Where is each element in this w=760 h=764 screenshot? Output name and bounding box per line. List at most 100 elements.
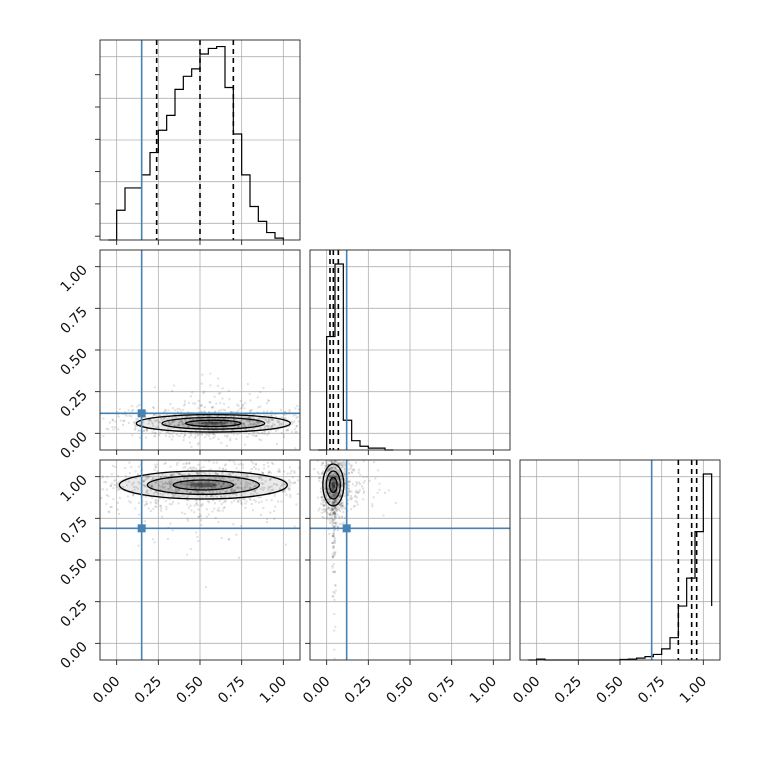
sample-point: [336, 451, 338, 453]
sample-point: [56, 479, 58, 481]
sample-point: [267, 427, 270, 430]
sample-point: [357, 491, 360, 494]
sample-point: [118, 496, 121, 499]
sample-point: [329, 514, 332, 517]
sample-point: [232, 479, 235, 482]
sample-point: [331, 482, 334, 485]
sample-point: [142, 480, 145, 483]
sample-point: [131, 483, 134, 486]
sample-point: [205, 494, 208, 497]
sample-point: [302, 417, 304, 419]
sample-point: [226, 435, 229, 438]
sample-point: [131, 434, 134, 437]
sample-point: [347, 494, 350, 497]
sample-point: [249, 399, 252, 402]
sample-point: [217, 377, 220, 380]
sample-point: [348, 490, 351, 493]
sample-point: [132, 492, 135, 495]
sample-point: [189, 548, 192, 551]
sample-point: [341, 498, 344, 501]
sample-point: [334, 584, 337, 587]
sample-point: [239, 428, 242, 431]
sample-point: [204, 480, 207, 483]
sample-point: [348, 462, 351, 465]
sample-point: [362, 487, 365, 490]
sample-point: [201, 424, 204, 427]
sample-point: [321, 470, 324, 473]
sample-point: [332, 532, 335, 535]
sample-point: [298, 408, 300, 411]
sample-point: [128, 461, 131, 464]
sample-point: [293, 471, 296, 474]
sample-point: [340, 491, 343, 494]
sample-point: [387, 489, 390, 492]
sample-point: [287, 488, 290, 491]
sample-point: [333, 460, 336, 463]
sample-point: [382, 514, 385, 517]
sample-point: [331, 541, 334, 544]
sample-point: [166, 431, 169, 434]
sample-point: [344, 479, 347, 482]
sample-point: [332, 595, 335, 598]
sample-point: [281, 423, 284, 426]
sample-point: [228, 473, 231, 476]
sample-point: [183, 482, 186, 485]
sample-point: [189, 491, 192, 494]
sample-point: [231, 488, 234, 491]
sample-point: [284, 411, 287, 414]
sample-point: [188, 436, 191, 439]
sample-point: [351, 468, 354, 471]
sample-point: [248, 415, 251, 418]
sample-point: [342, 492, 345, 495]
sample-point: [232, 410, 235, 413]
sample-point: [183, 434, 186, 437]
sample-point: [293, 420, 296, 423]
sample-point: [342, 511, 345, 514]
sample-point: [200, 473, 203, 476]
sample-point: [303, 420, 305, 422]
sample-point: [165, 475, 168, 478]
sample-point: [173, 478, 176, 481]
sample-point: [227, 482, 230, 485]
sample-point: [335, 472, 338, 475]
sample-point: [170, 473, 173, 476]
sample-point: [254, 489, 257, 492]
sample-point: [329, 474, 332, 477]
sample-point: [336, 525, 339, 528]
x-tick-label: 0.25: [552, 674, 585, 707]
sample-point: [333, 460, 336, 463]
sample-point: [178, 424, 181, 427]
sample-point: [334, 481, 337, 484]
sample-point: [329, 467, 332, 470]
sample-point: [159, 421, 162, 424]
sample-point: [211, 422, 214, 425]
sample-point: [303, 422, 305, 424]
sample-point: [211, 490, 214, 493]
sample-point: [334, 514, 337, 517]
sample-point: [110, 482, 113, 485]
sample-point: [84, 508, 86, 510]
sample-point: [159, 485, 162, 488]
sample-point: [331, 521, 334, 524]
sample-point: [324, 510, 327, 513]
sample-point: [336, 491, 339, 494]
sample-point: [339, 494, 342, 497]
sample-point: [355, 461, 358, 464]
sample-point: [219, 409, 222, 412]
sample-point: [219, 491, 222, 494]
sample-point: [316, 471, 319, 474]
sample-point: [330, 460, 333, 462]
sample-point: [321, 457, 323, 459]
sample-point: [249, 498, 252, 501]
sample-point: [333, 503, 336, 506]
sample-point: [333, 501, 336, 504]
sample-point: [221, 477, 224, 480]
sample-point: [151, 486, 154, 489]
sample-point: [333, 499, 336, 502]
sample-point: [203, 471, 206, 474]
sample-point: [328, 492, 331, 495]
sample-point: [236, 428, 239, 431]
sample-point: [135, 477, 138, 480]
sample-point: [350, 494, 353, 497]
sample-point: [332, 508, 335, 511]
